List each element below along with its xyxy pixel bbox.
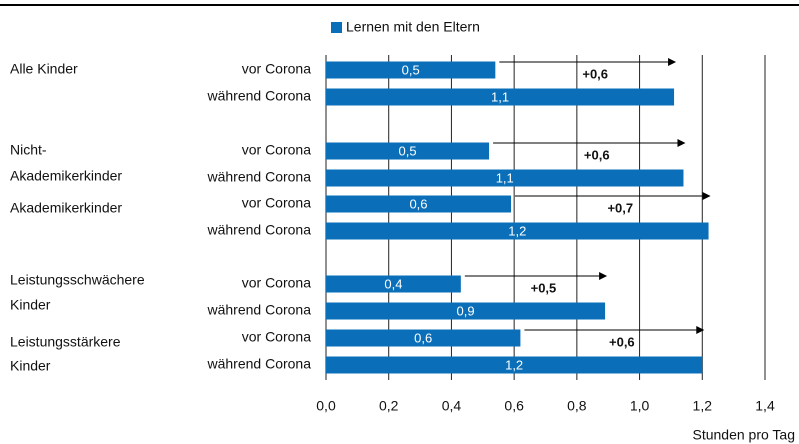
x-tick-label: 1,4 <box>755 398 775 414</box>
group-label: Nicht- <box>10 142 47 158</box>
value-label: 0,5 <box>398 143 416 158</box>
group-label: Akademikerkinder <box>10 168 122 184</box>
group-label: Kinder <box>10 358 51 374</box>
bar <box>326 142 490 160</box>
value-label: 0,6 <box>414 330 432 345</box>
bar <box>326 61 496 79</box>
category-label: vor Corona <box>242 329 311 345</box>
x-tick-label: 0,6 <box>504 398 524 414</box>
bar <box>326 222 709 240</box>
bar <box>326 302 606 320</box>
x-axis-label: Stunden pro Tag <box>693 427 796 443</box>
x-tick-label: 0,0 <box>316 398 336 414</box>
annotation: +0,6 <box>582 66 608 81</box>
value-label: 1,1 <box>496 170 514 185</box>
value-label: 1,1 <box>491 89 509 104</box>
x-tick-label: 0,2 <box>379 398 399 414</box>
category-label: während Corona <box>206 356 311 372</box>
value-label: 1,2 <box>505 357 523 372</box>
arrow-head <box>702 192 711 200</box>
bar <box>326 356 703 374</box>
category-label: während Corona <box>206 222 311 238</box>
annotation: +0,6 <box>584 147 610 162</box>
x-tick-label: 0,8 <box>567 398 587 414</box>
annotation: +0,5 <box>531 280 557 295</box>
category-label: während Corona <box>206 169 311 185</box>
x-tick-label: 1,0 <box>630 398 650 414</box>
arrow-head <box>599 272 608 280</box>
value-label: 0,5 <box>402 62 420 77</box>
x-tick-label: 0,4 <box>442 398 462 414</box>
group-label: Leistungsschwächere <box>10 272 145 288</box>
value-label: 1,2 <box>508 223 526 238</box>
bar <box>326 275 461 293</box>
category-label: während Corona <box>206 302 311 318</box>
legend-label: Lernen mit den Eltern <box>346 19 480 35</box>
value-label: 0,4 <box>384 276 402 291</box>
arrow-head <box>696 326 705 334</box>
group-label: Kinder <box>10 297 51 313</box>
bar <box>326 88 675 106</box>
group-label: Leistungsstärkere <box>10 334 121 350</box>
annotation: +0,6 <box>609 334 635 349</box>
x-tick-label: 1,2 <box>693 398 713 414</box>
group-label: Akademikerkinder <box>10 200 122 216</box>
group-label: Alle Kinder <box>10 61 78 77</box>
annotation: +0,7 <box>607 200 633 215</box>
bar <box>326 195 512 213</box>
category-label: vor Corona <box>242 61 311 77</box>
arrow-head <box>668 58 677 66</box>
category-label: während Corona <box>206 88 311 104</box>
bar <box>326 169 684 187</box>
legend-swatch <box>331 22 342 33</box>
category-label: vor Corona <box>242 142 311 158</box>
value-label: 0,9 <box>457 303 475 318</box>
bar <box>326 329 521 347</box>
category-label: vor Corona <box>242 275 311 291</box>
arrow-head <box>677 139 686 147</box>
value-label: 0,6 <box>409 196 427 211</box>
category-label: vor Corona <box>242 195 311 211</box>
